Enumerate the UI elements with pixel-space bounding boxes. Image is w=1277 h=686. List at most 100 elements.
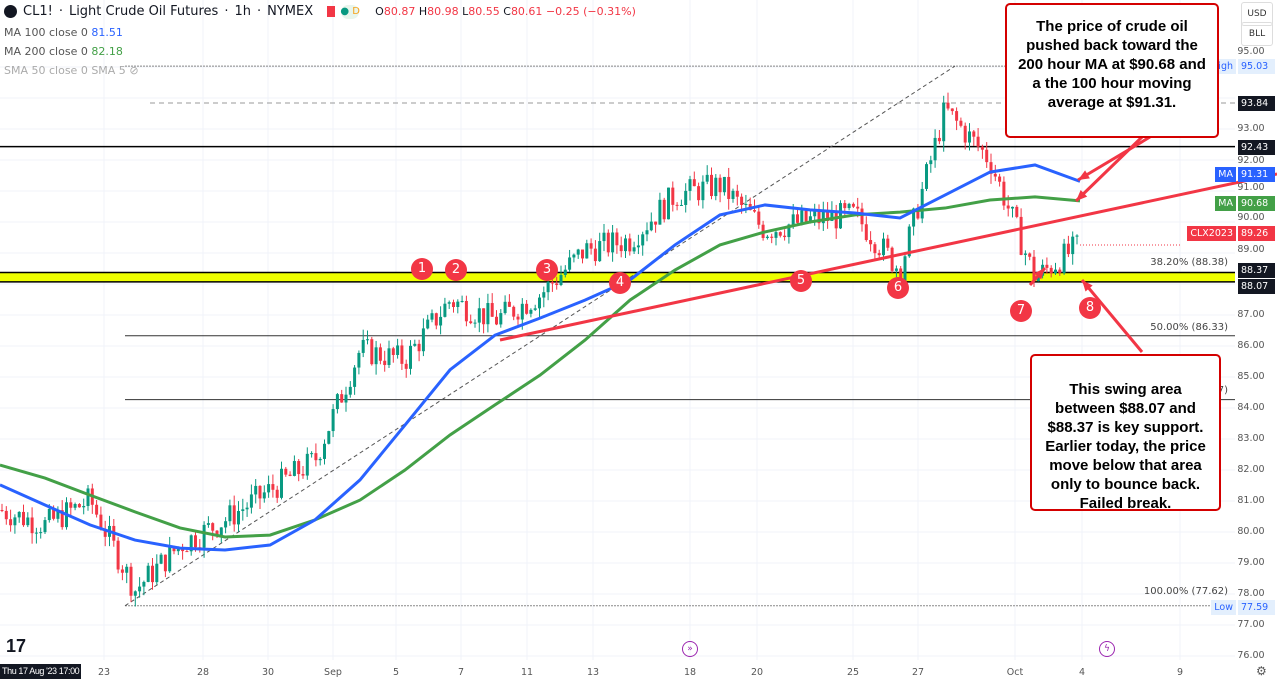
ma100-price-tag: 91.31 <box>1238 167 1275 182</box>
candle <box>245 507 249 510</box>
candle <box>559 274 563 285</box>
candle <box>284 468 288 475</box>
sma-legend[interactable]: SMA 50 close 0 SMA 5 ⊘ <box>4 64 139 77</box>
candle <box>774 232 778 238</box>
ma100-legend[interactable]: MA 100 close 0 81.51 <box>4 26 123 39</box>
candle <box>624 238 627 252</box>
candle <box>305 453 309 476</box>
candle <box>916 208 920 219</box>
candle <box>340 394 344 403</box>
candle <box>873 244 877 254</box>
ma200-legend[interactable]: MA 200 close 0 82.18 <box>4 45 123 58</box>
candle <box>710 174 713 197</box>
fib-38-label: 38.20% (88.38) <box>1150 257 1228 268</box>
unit-select[interactable]: BLL <box>1241 22 1273 46</box>
swing-marker: 7 <box>1010 300 1032 322</box>
low-label: Low <box>1211 600 1236 615</box>
price-tick: 80.00 <box>1237 526 1265 537</box>
annotation-arrow <box>1080 279 1144 353</box>
candle <box>636 245 640 248</box>
candle <box>310 453 314 455</box>
candle <box>882 238 885 256</box>
candle <box>292 461 296 476</box>
candle <box>727 176 731 199</box>
candle <box>39 532 43 534</box>
candle <box>980 146 984 150</box>
candle <box>417 343 421 352</box>
candle <box>946 102 950 109</box>
price-tick: 89.00 <box>1237 244 1265 255</box>
candle <box>568 257 572 270</box>
candle <box>611 232 615 253</box>
candle <box>452 302 455 307</box>
candle <box>968 131 971 143</box>
candle <box>770 236 774 238</box>
candle <box>0 509 4 511</box>
interval[interactable]: 1h <box>234 4 251 19</box>
candle <box>675 204 679 206</box>
candle <box>495 316 498 325</box>
candle <box>1045 264 1049 268</box>
candle <box>555 283 559 285</box>
price-tick: 95.00 <box>1237 46 1265 57</box>
candle <box>989 162 993 174</box>
fib-61-label: 7) <box>1217 385 1228 396</box>
oil-drop-icon <box>4 5 17 18</box>
candle <box>82 505 86 508</box>
candle <box>413 343 417 346</box>
candle <box>443 303 447 317</box>
time-tick: 11 <box>520 667 534 678</box>
candle <box>439 316 443 326</box>
candle <box>151 565 154 583</box>
candle <box>47 508 51 521</box>
candle <box>1075 235 1079 237</box>
candle <box>56 510 60 519</box>
lightning-icon[interactable]: ϟ <box>1099 641 1115 657</box>
candle <box>684 190 688 205</box>
candle <box>834 211 838 229</box>
tradingview-logo[interactable]: 17 <box>6 636 27 656</box>
symbol[interactable]: CL1! <box>23 4 53 19</box>
candle <box>955 111 959 121</box>
candle <box>142 581 146 587</box>
price-tick: 82.00 <box>1237 464 1265 475</box>
market-status-badge[interactable]: ● D <box>340 4 360 19</box>
candle <box>933 137 937 161</box>
event-icon[interactable]: » <box>682 641 698 657</box>
time-cursor-label: Thu 17 Aug '23 17:00 <box>0 664 82 679</box>
candle <box>993 173 997 177</box>
ma100-line <box>0 163 1081 552</box>
price-tick: 76.00 <box>1237 650 1265 661</box>
candle <box>396 345 400 355</box>
candle <box>813 211 817 217</box>
candle <box>434 313 438 326</box>
candle <box>912 208 916 227</box>
candle <box>783 235 787 238</box>
candle <box>391 348 395 355</box>
hidden-eye-icon[interactable]: ⊘ <box>129 64 139 77</box>
candle <box>658 199 662 225</box>
arrow-head <box>1034 268 1045 280</box>
candle <box>830 211 834 221</box>
flag-icon[interactable] <box>327 6 336 17</box>
candle <box>804 210 808 222</box>
candle <box>679 204 683 206</box>
candle <box>529 309 533 314</box>
annotation-arrow <box>1077 135 1151 182</box>
candle <box>224 521 228 528</box>
candle <box>314 453 318 461</box>
candle <box>194 535 197 548</box>
time-tick: 20 <box>750 667 764 678</box>
settings-icon[interactable]: ⚙ <box>1256 664 1267 678</box>
candle <box>615 232 619 246</box>
time-tick: 13 <box>586 667 600 678</box>
candle <box>116 540 120 570</box>
price-tick: 83.00 <box>1237 433 1265 444</box>
candle <box>430 313 434 320</box>
time-tick: 28 <box>196 667 210 678</box>
candle <box>138 586 142 592</box>
candle <box>877 253 881 256</box>
candle <box>168 546 172 572</box>
candle <box>606 232 610 253</box>
currency-select[interactable]: USD <box>1241 2 1273 26</box>
